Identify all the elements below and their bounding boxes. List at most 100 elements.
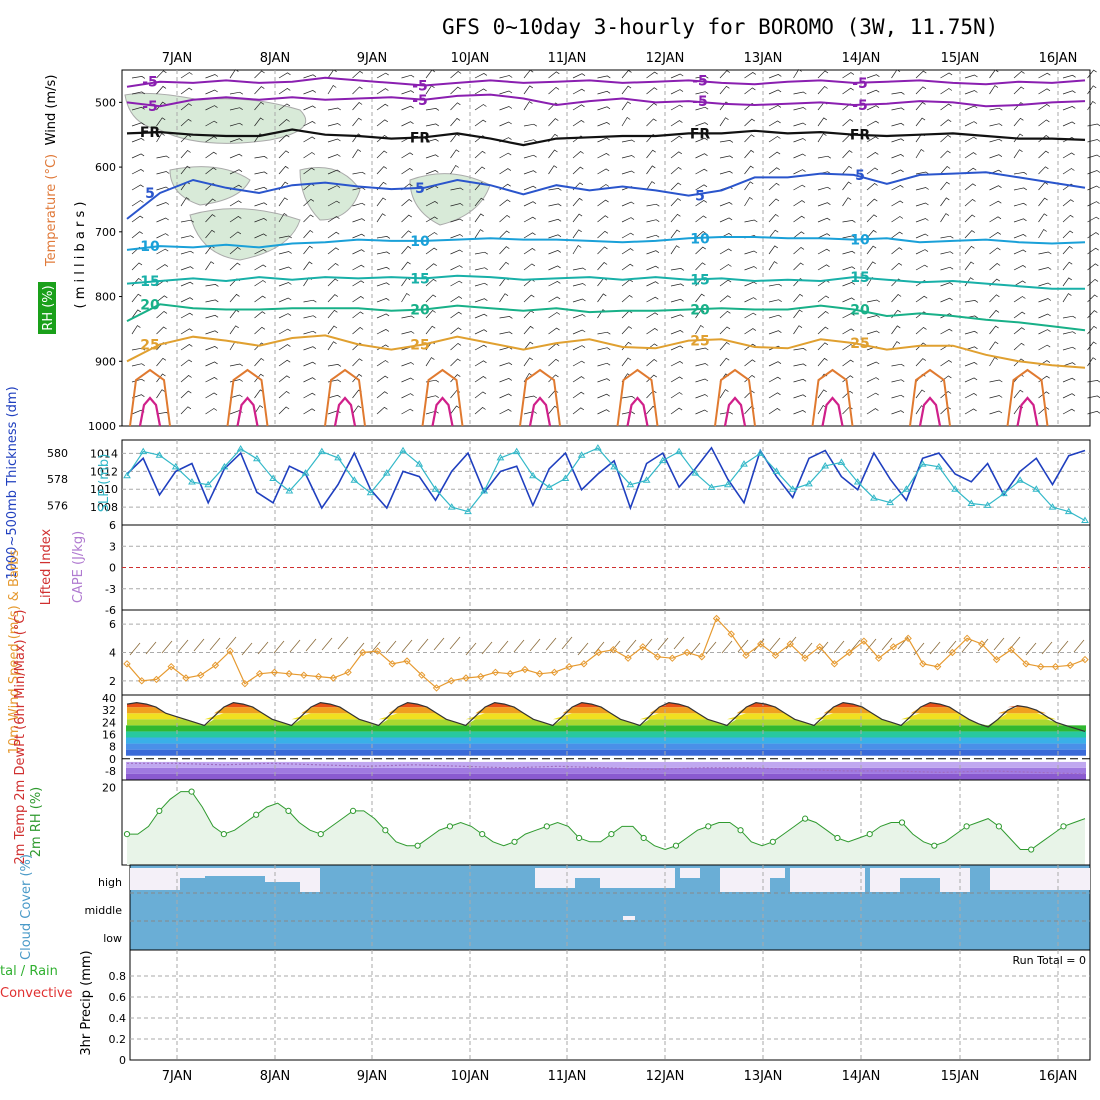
diamond-marker-icon [609,645,618,654]
wind-barb-icon [657,637,669,651]
wind-barb-icon [964,392,978,399]
wind-barb-icon [670,198,681,207]
wind-barb-icon [229,325,239,335]
ylabel-lifted-index: Lifted Index [39,528,54,605]
wind-barb-icon [303,245,313,255]
wind-barb-icon [523,325,534,335]
wind-barb-icon [450,374,461,383]
contour-label: 15 [410,271,429,287]
wind10-ytick: 6 [109,618,116,631]
wind-barb-icon [131,184,144,191]
wind-barb-icon [180,281,194,287]
ylabel-cloud: Cloud Cover (%) [19,854,34,960]
wind-barb-icon [1062,230,1074,239]
wind-barb-icon [842,87,854,95]
wind-barb-icon [646,102,658,111]
wind-barb-icon [352,218,366,223]
wind-barb-icon [254,358,265,367]
triangle-marker-icon [220,462,229,470]
triangle-marker-icon [756,449,765,456]
wind-barb-icon [621,201,635,207]
wind-barb-icon [964,136,977,143]
wind-barb-icon [768,314,782,319]
triangle-marker-icon [188,478,196,485]
wind-barb-icon [278,235,292,239]
wind-barb-icon [425,138,439,143]
wind-barb-icon [817,326,829,335]
wind-barb-icon [940,297,953,303]
wind-barb-icon [229,247,241,255]
wind-barb-icon [737,639,749,653]
wind-barb-icon [303,261,313,271]
diamond-marker-icon [418,671,426,679]
wind-barb-icon [621,357,632,367]
wind-barb-icon [670,166,682,175]
diamond-marker-icon [462,674,470,682]
contour-label: -5 [412,79,428,95]
wind-barb-icon [793,169,806,175]
wind-barb-icon [385,640,397,654]
wind-barb-icon [303,346,317,351]
ytick-label: 600 [95,161,116,174]
wind-barb-icon [474,375,487,383]
wind-barb-icon [303,74,317,79]
wind-barb-icon [180,197,190,207]
slp-ytick: 1012 [90,465,118,478]
wind-barb-icon [145,641,157,655]
wind-barb-icon [327,231,340,239]
wind-barb-icon [646,203,660,207]
wind-barb-icon [327,200,340,207]
wind-barb-icon [523,154,537,159]
temperature-plume-hot [821,396,844,427]
li-cape-grid [122,525,1090,610]
wind-barb-icon [352,117,362,127]
wind-barb-icon [1013,280,1026,287]
triangle-marker-icon [155,451,164,458]
wind-barb-icon [205,361,218,367]
circle-marker-icon [414,842,421,849]
cloud-level-low: low [103,932,122,945]
triangle-marker-icon [171,462,180,470]
diamond-marker-icon [270,668,279,677]
wind-barb-icon [964,105,978,111]
temperature-plume-hot [528,396,552,427]
wind-barb-icon [229,107,243,111]
wind-barb-icon [1062,106,1076,111]
triangle-marker-icon [561,474,570,481]
wind-barb-icon [572,166,584,175]
temp2m-ytick: 16 [102,728,116,741]
wind-barb-icon [278,165,289,175]
wind-barb-icon [523,185,537,191]
wind-barb-icon [353,642,365,656]
diamond-marker-icon [757,640,765,648]
wind-barb-icon [1087,170,1100,175]
wind-barb-icon [205,408,218,415]
wind-barb-icon [597,137,610,143]
wind-barb-icon [989,294,1000,303]
wind-barb-icon [597,409,610,415]
wind-barb-icon [425,123,439,127]
temperature-plume [421,368,464,427]
wind-barb-icon [425,216,438,223]
triangle-marker-icon [236,444,245,452]
wind-barb-icon [572,376,585,383]
slp-ytick: 1014 [90,447,118,460]
wind-barb-icon [425,232,438,239]
circle-marker-icon [253,811,260,818]
clear-sky-gap [940,868,970,892]
wind-barb-icon [450,265,463,271]
wind-barb-icon [891,294,902,303]
wind-barb-icon [548,218,562,223]
wind-barb-icon [254,101,265,111]
diamond-marker-icon [889,643,898,651]
wind-barb-icon [744,71,756,79]
wind-barb-icon [719,342,730,351]
wind-barb-icon [572,391,585,399]
wind-barb-icon [769,637,781,651]
wind-barb-icon [548,234,562,239]
wind-barb-icon [254,311,266,319]
wind-barb-icon [1013,149,1023,159]
wind-barb-icon [327,169,341,175]
wind-barb-icon [376,166,387,175]
wind-barb-icon [352,405,362,415]
